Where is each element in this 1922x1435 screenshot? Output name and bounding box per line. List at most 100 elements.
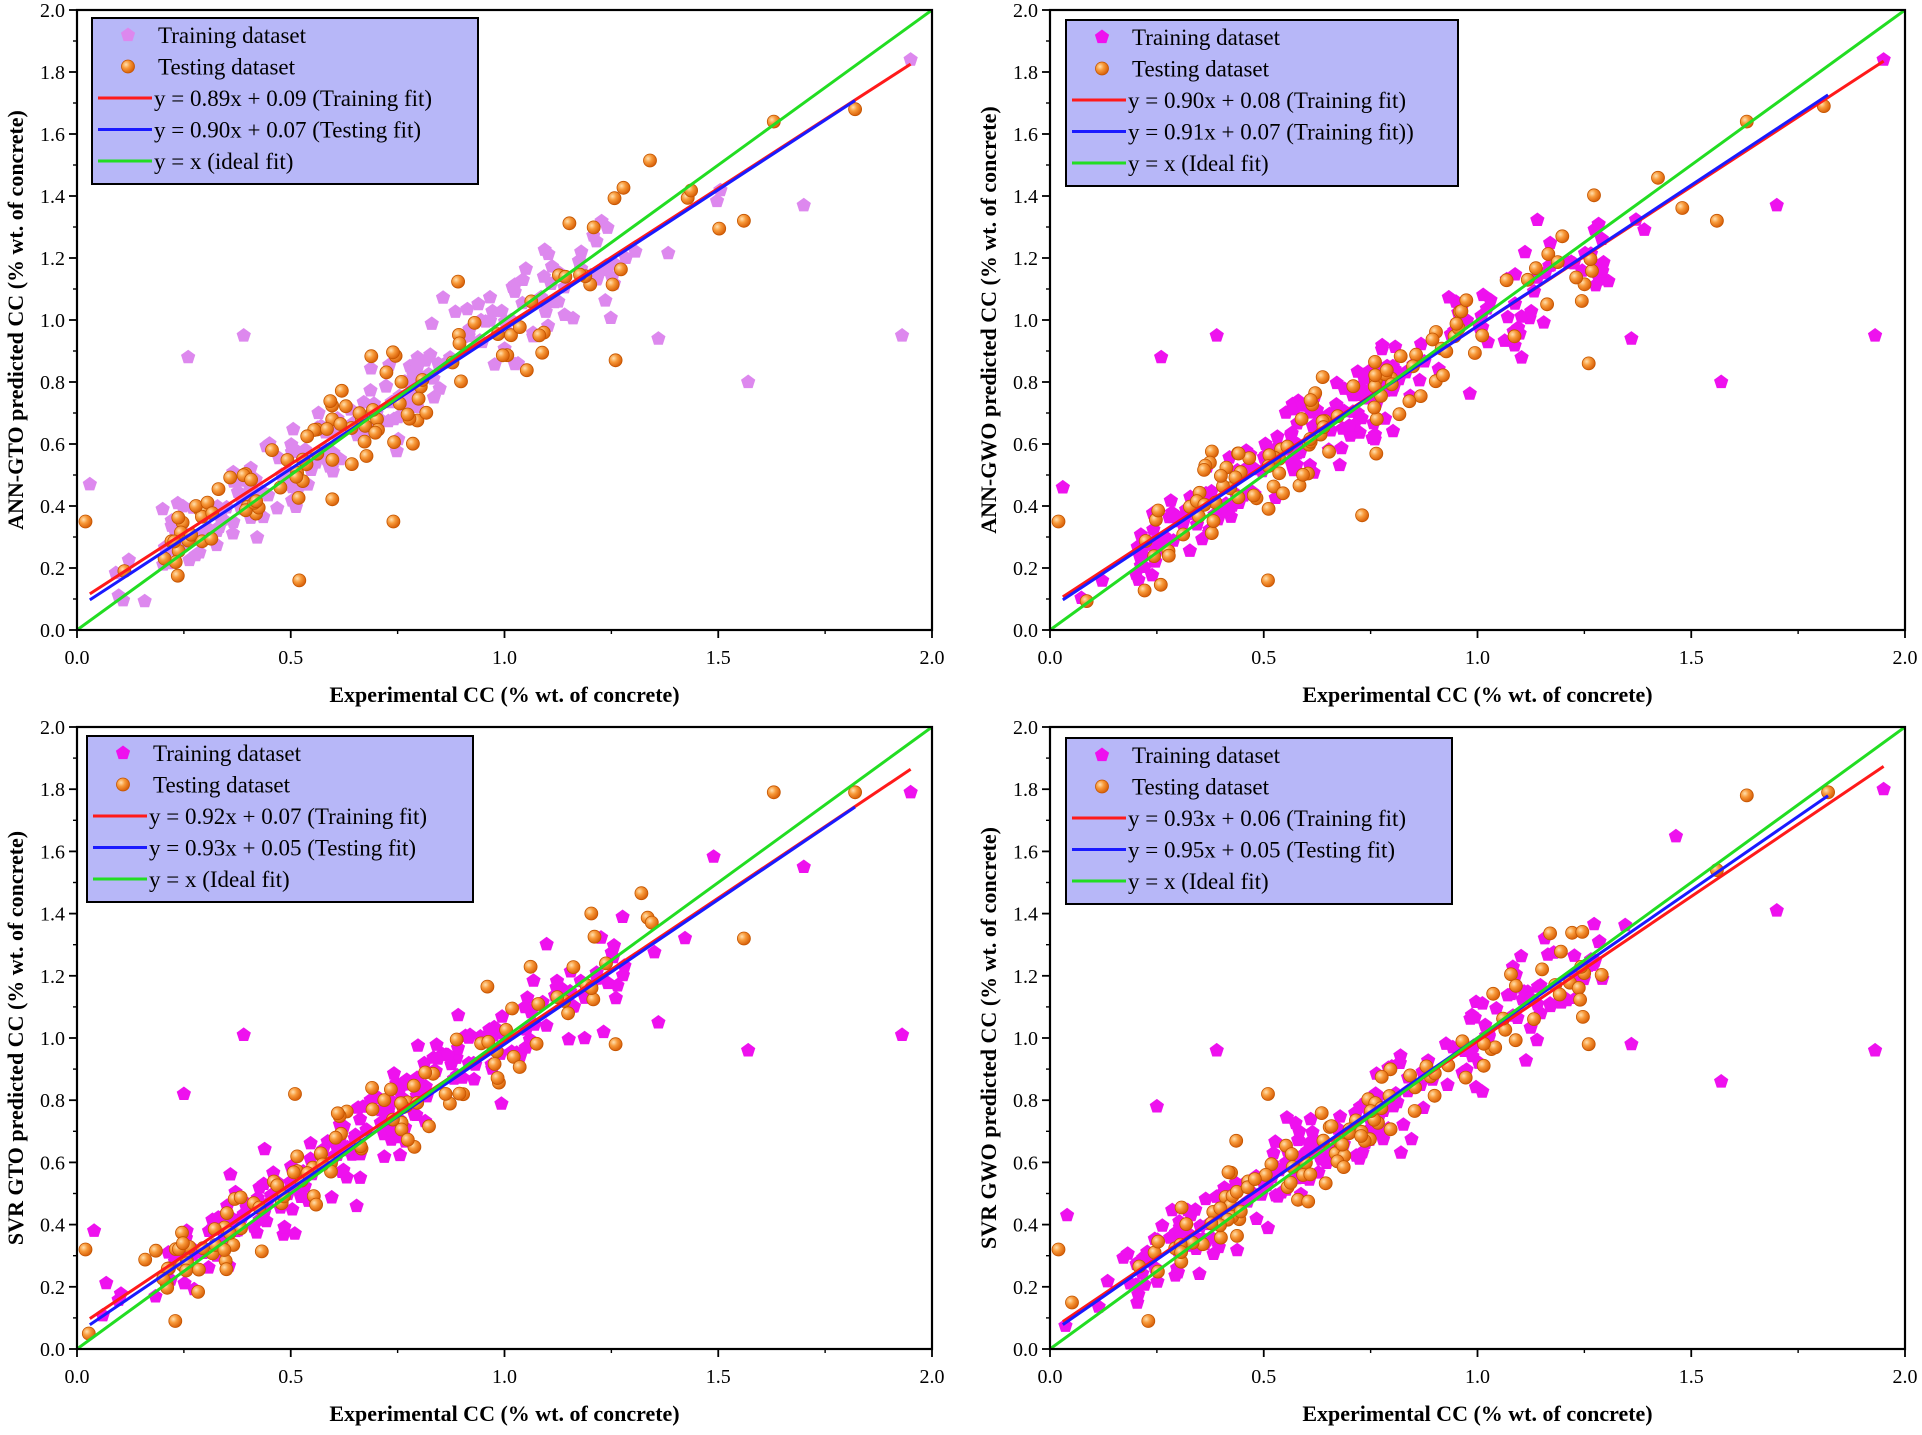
data-point: [1588, 277, 1603, 292]
data-point: [236, 328, 251, 342]
data-point: [490, 1071, 505, 1085]
data-point: [1342, 418, 1357, 432]
data-point: [651, 331, 666, 345]
legend-item: y = 0.90x + 0.08 (Training fit): [1072, 88, 1406, 113]
data-point: [1504, 967, 1518, 982]
data-point: [377, 1149, 392, 1163]
legend-label: y = 0.93x + 0.05 (Testing fit): [149, 836, 416, 861]
data-point: [532, 328, 547, 343]
ideal-fit-line: [1050, 727, 1905, 1349]
data-point: [1587, 188, 1601, 203]
legend-item: y = x (ideal fit): [98, 149, 293, 174]
data-point: [1266, 1145, 1281, 1160]
data-point: [386, 1066, 402, 1080]
data-point: [1230, 1242, 1245, 1257]
data-point: [1463, 1011, 1478, 1025]
data-point: [409, 355, 424, 370]
x-tick-label: 0.0: [1038, 647, 1063, 669]
data-point: [1507, 329, 1522, 344]
data-point: [485, 303, 500, 318]
data-point: [1153, 577, 1168, 592]
data-point: [495, 348, 510, 363]
data-point: [461, 1030, 476, 1044]
data-point: [677, 930, 693, 945]
chart-panel-bottom-left: 0.0 0.2 0.4 0.6 0.8 1.0 1.2 1.4 1.6 1.8 2.0 0.0 0.5 1…: [3, 717, 945, 1426]
data-point: [324, 1189, 339, 1204]
data-point: [1206, 514, 1221, 528]
data-point: [338, 399, 353, 414]
data-point: [1198, 1191, 1213, 1206]
testing-fit-line: [1061, 93, 1829, 602]
x-tick-label: 2.0: [1893, 647, 1918, 669]
data-point: [1540, 297, 1554, 312]
data-point: [848, 102, 862, 117]
y-tick-label: 1.8: [1013, 62, 1038, 84]
x-tick-label: 0.5: [1251, 647, 1276, 669]
data-point: [1468, 1079, 1484, 1094]
data-point: [410, 1038, 426, 1052]
legend-item: y = x (Ideal fit): [1072, 869, 1269, 894]
y-tick-label: 0.2: [40, 1277, 65, 1299]
data-point: [586, 220, 601, 235]
data-point: [1651, 170, 1665, 185]
data-point: [1574, 294, 1589, 308]
data-point: [515, 272, 530, 286]
data-point: [1155, 1218, 1170, 1232]
data-point: [424, 316, 439, 330]
data-point: [191, 1285, 206, 1299]
data-point: [1821, 785, 1835, 800]
data-point: [1206, 1246, 1221, 1260]
legend-item: y = 0.92x + 0.07 (Training fit): [93, 804, 427, 829]
y-tick-label: 0.4: [1013, 1215, 1038, 1237]
y-tick-label: 1.8: [1013, 779, 1038, 801]
legend-item: Testing dataset: [1095, 775, 1270, 800]
data-point: [1179, 1217, 1194, 1231]
data-point: [1587, 916, 1602, 931]
data-point: [1346, 379, 1361, 394]
y-tick-label: 1.2: [40, 248, 65, 270]
data-point: [737, 213, 751, 228]
data-point: [223, 1167, 238, 1181]
data-point: [288, 1087, 302, 1101]
data-point: [1769, 903, 1784, 917]
data-point: [1261, 573, 1275, 588]
data-point: [265, 443, 279, 458]
data-point: [452, 1086, 467, 1101]
data-point: [487, 357, 502, 371]
legend-item: Testing dataset: [116, 773, 291, 798]
data-point: [448, 304, 463, 318]
y-tick-label: 1.6: [40, 124, 65, 146]
y-tick-label: 0.0: [40, 620, 65, 642]
data-point: [467, 315, 482, 330]
x-tick-label: 0.0: [65, 647, 90, 669]
data-point: [1527, 1012, 1541, 1026]
data-point: [181, 349, 196, 364]
data-point: [1867, 328, 1883, 342]
y-tick-label: 0.8: [1013, 372, 1038, 394]
x-tick-label: 1.0: [492, 647, 517, 669]
legend-item: y = 0.95x + 0.05 (Testing fit): [1072, 838, 1395, 863]
data-point: [1581, 356, 1596, 371]
legend-item: Testing dataset: [1095, 57, 1270, 82]
data-point: [1714, 374, 1729, 389]
data-point: [1739, 788, 1754, 803]
data-point: [451, 274, 466, 289]
legend-item: Training dataset: [120, 23, 307, 48]
x-tick-label: 0.5: [278, 1366, 303, 1388]
data-point: [1403, 1068, 1417, 1083]
data-point: [1592, 934, 1607, 948]
data-point: [1441, 289, 1456, 304]
data-point: [647, 944, 662, 959]
legend-box: [1065, 737, 1453, 905]
data-point: [796, 197, 811, 212]
y-tick-label: 0.0: [1013, 620, 1038, 642]
data-point: [519, 363, 534, 378]
y-tick-label: 1.8: [40, 62, 65, 84]
data-point: [259, 1213, 274, 1228]
x-tick-label: 1.5: [1679, 1366, 1704, 1388]
data-point: [1425, 332, 1440, 347]
data-point: [1249, 1211, 1264, 1225]
data-point: [405, 436, 420, 451]
data-point: [293, 1189, 308, 1203]
